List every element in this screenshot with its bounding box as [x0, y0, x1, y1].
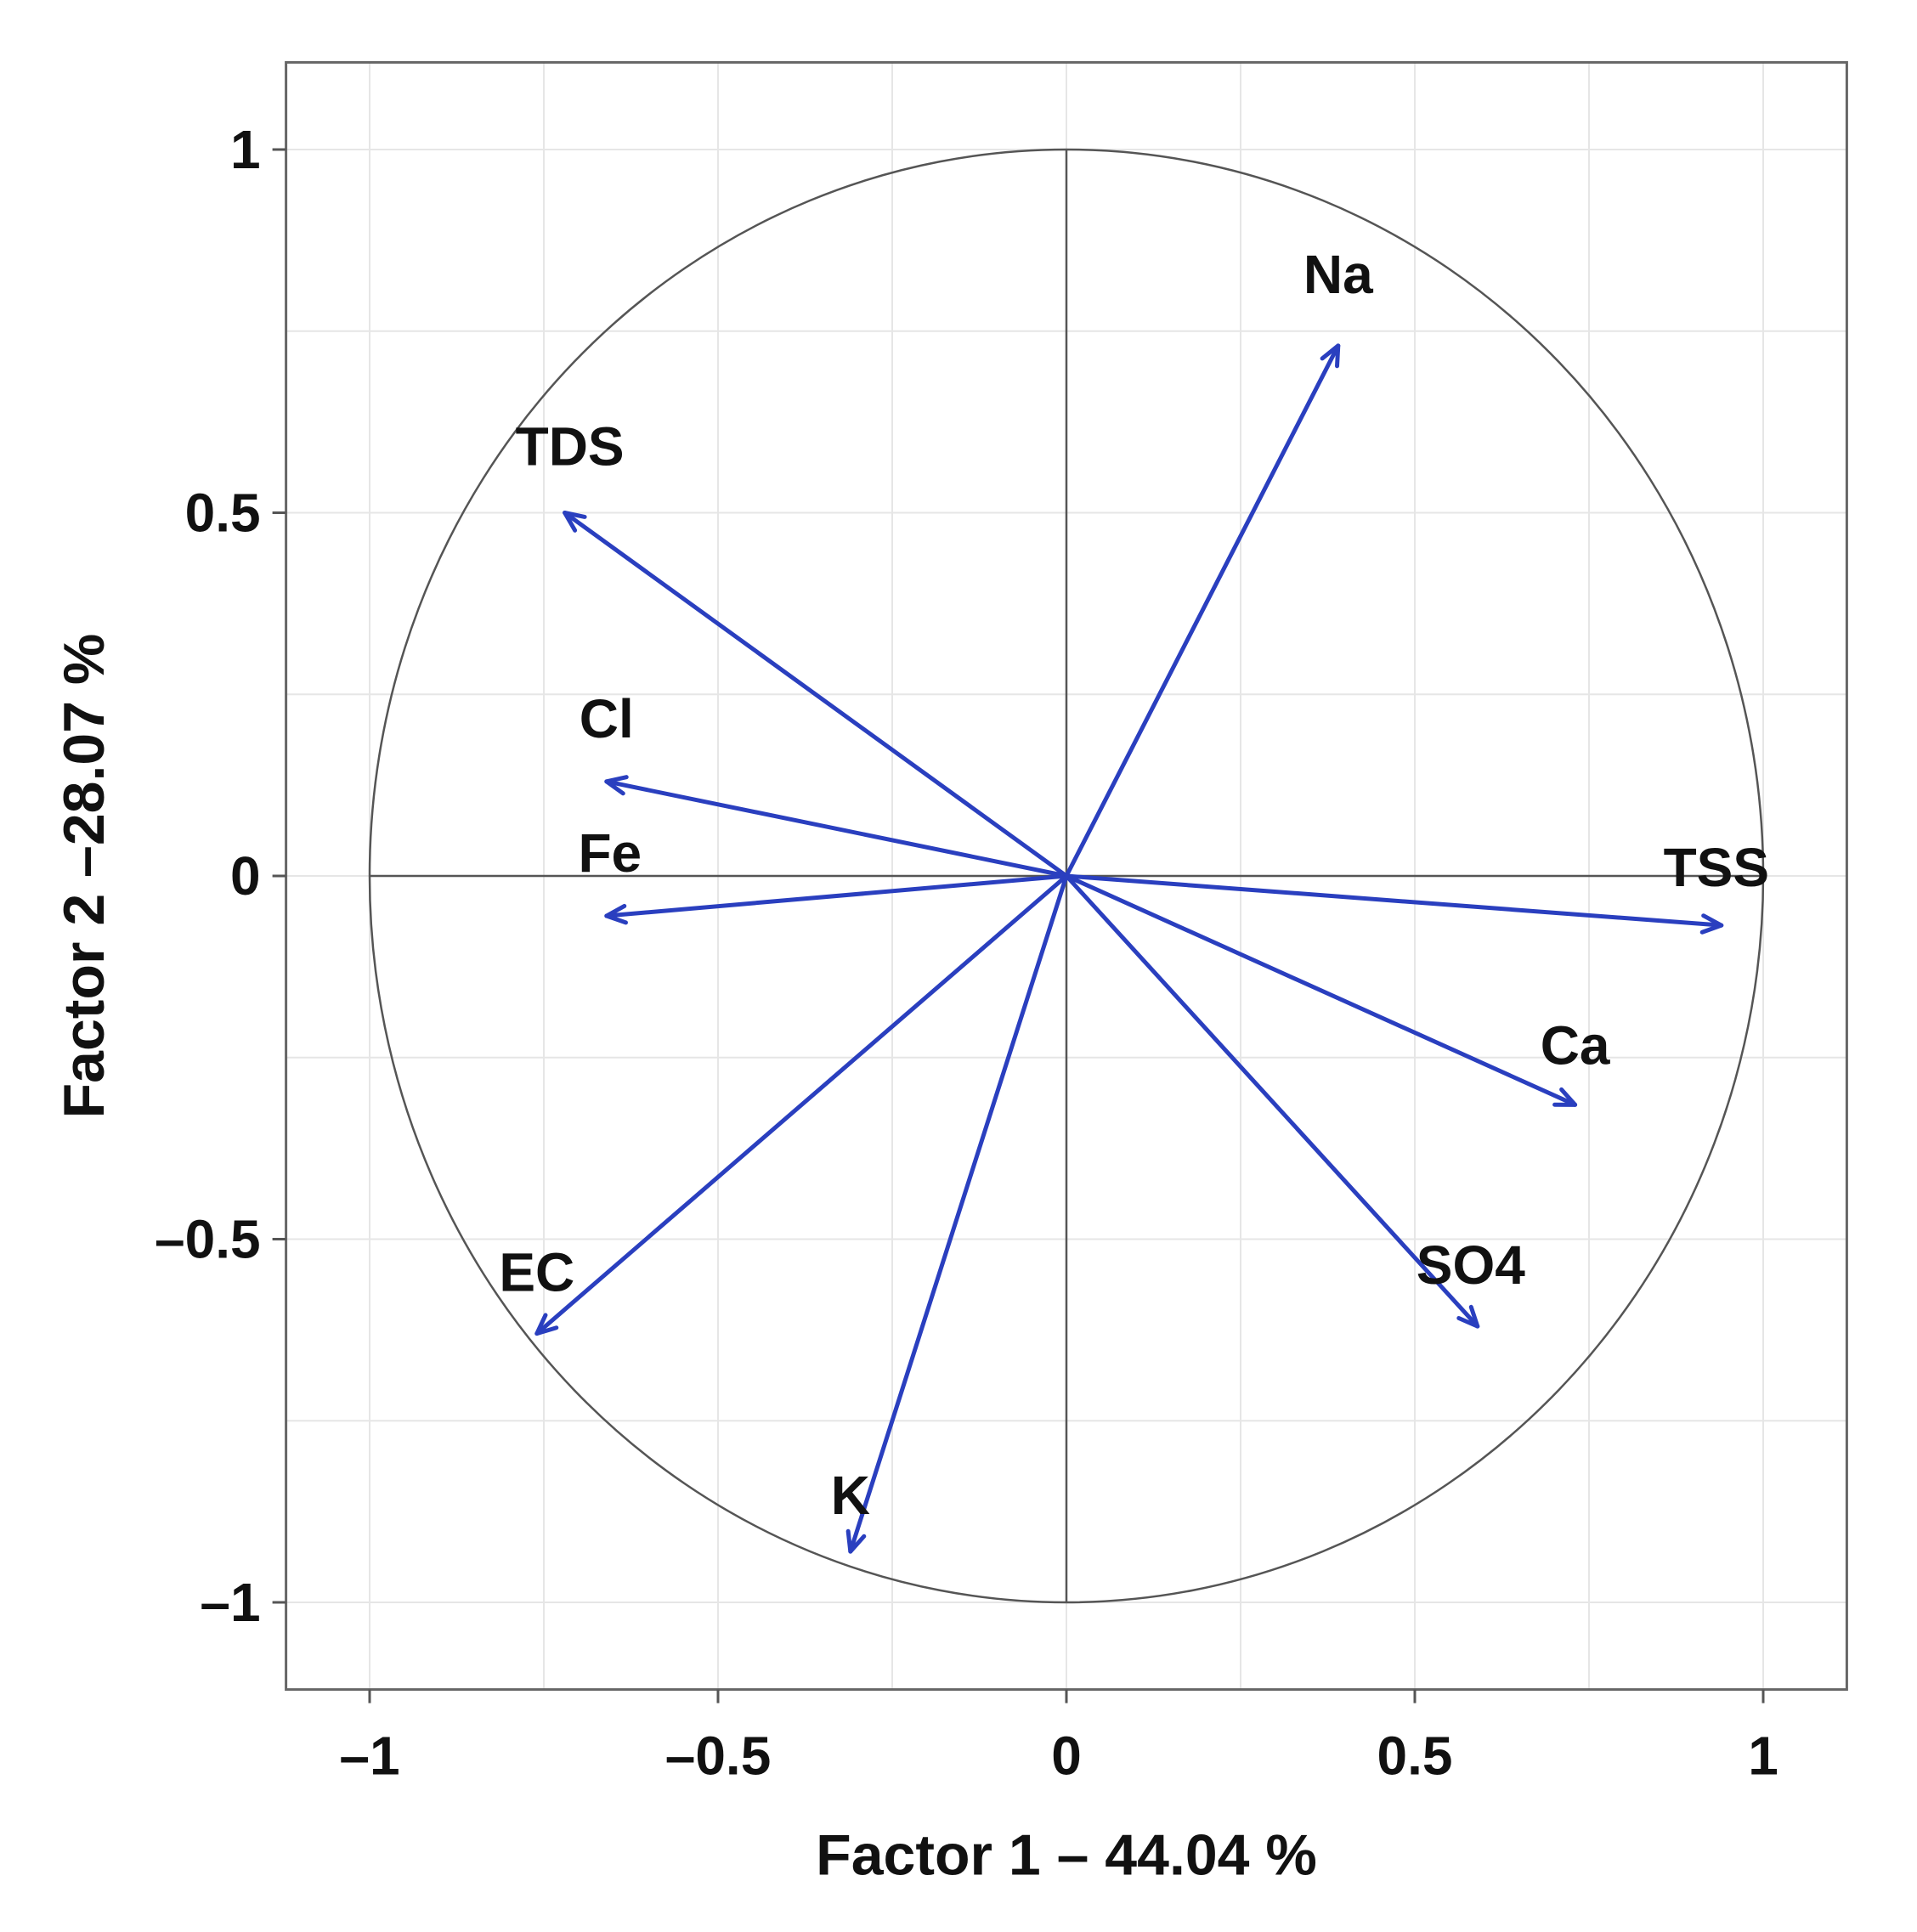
x-tick-label: 0 — [1051, 1726, 1082, 1787]
label-cl: Cl — [580, 688, 634, 749]
arrowhead-fe — [604, 903, 628, 925]
arrowhead-ec — [534, 1313, 559, 1336]
arrowhead-tds — [563, 511, 587, 533]
arrowhead-ca — [1552, 1087, 1578, 1107]
arrow-k — [848, 873, 1069, 1554]
x-tick-label: –0.5 — [665, 1726, 772, 1787]
x-axis-title: Factor 1 – 44.04 % — [816, 1823, 1317, 1888]
arrow-fe — [604, 873, 1069, 918]
y-tick-label: 1 — [230, 119, 261, 180]
y-tick-label: 0 — [230, 845, 261, 907]
arrow-ec — [534, 873, 1069, 1336]
arrowhead-tss — [1699, 913, 1724, 935]
arrowhead-k — [845, 1528, 867, 1554]
y-tick-label: –1 — [200, 1572, 260, 1633]
x-tick-label: 1 — [1748, 1726, 1778, 1787]
label-ec: EC — [499, 1242, 574, 1303]
y-tick-label: –0.5 — [155, 1209, 261, 1270]
label-tss: TSS — [1664, 837, 1769, 898]
arrow-so4 — [1064, 873, 1480, 1329]
arrow-cl — [604, 779, 1069, 878]
arrow-tss — [1064, 873, 1724, 928]
arrowhead-so4 — [1456, 1304, 1480, 1329]
arrowhead-na — [1320, 343, 1341, 369]
arrow-na — [1064, 343, 1341, 878]
unit-circle — [368, 148, 1765, 1604]
y-axis-title: Factor 2 –28.07 % — [52, 634, 116, 1119]
label-ca: Ca — [1541, 1014, 1610, 1076]
label-fe: Fe — [578, 822, 642, 884]
arrow-ca — [1064, 873, 1578, 1107]
arrow-tds — [563, 511, 1069, 878]
label-na: Na — [1303, 244, 1373, 305]
arrowhead-cl — [604, 775, 629, 796]
y-tick-label: 0.5 — [185, 483, 261, 544]
label-k: K — [831, 1465, 870, 1526]
variable-labels: Na TDS Cl Fe TSS Ca SO4 EC K — [499, 244, 1769, 1526]
variable-arrows — [534, 343, 1724, 1554]
x-tick-label: –1 — [339, 1726, 399, 1787]
label-tds: TDS — [516, 416, 625, 477]
label-so4: SO4 — [1417, 1234, 1525, 1296]
tick-labels: –1 –0.5 0 0.5 1 –1 –0.5 0 0.5 1 — [155, 119, 1778, 1787]
x-tick-label: 0.5 — [1377, 1726, 1453, 1787]
